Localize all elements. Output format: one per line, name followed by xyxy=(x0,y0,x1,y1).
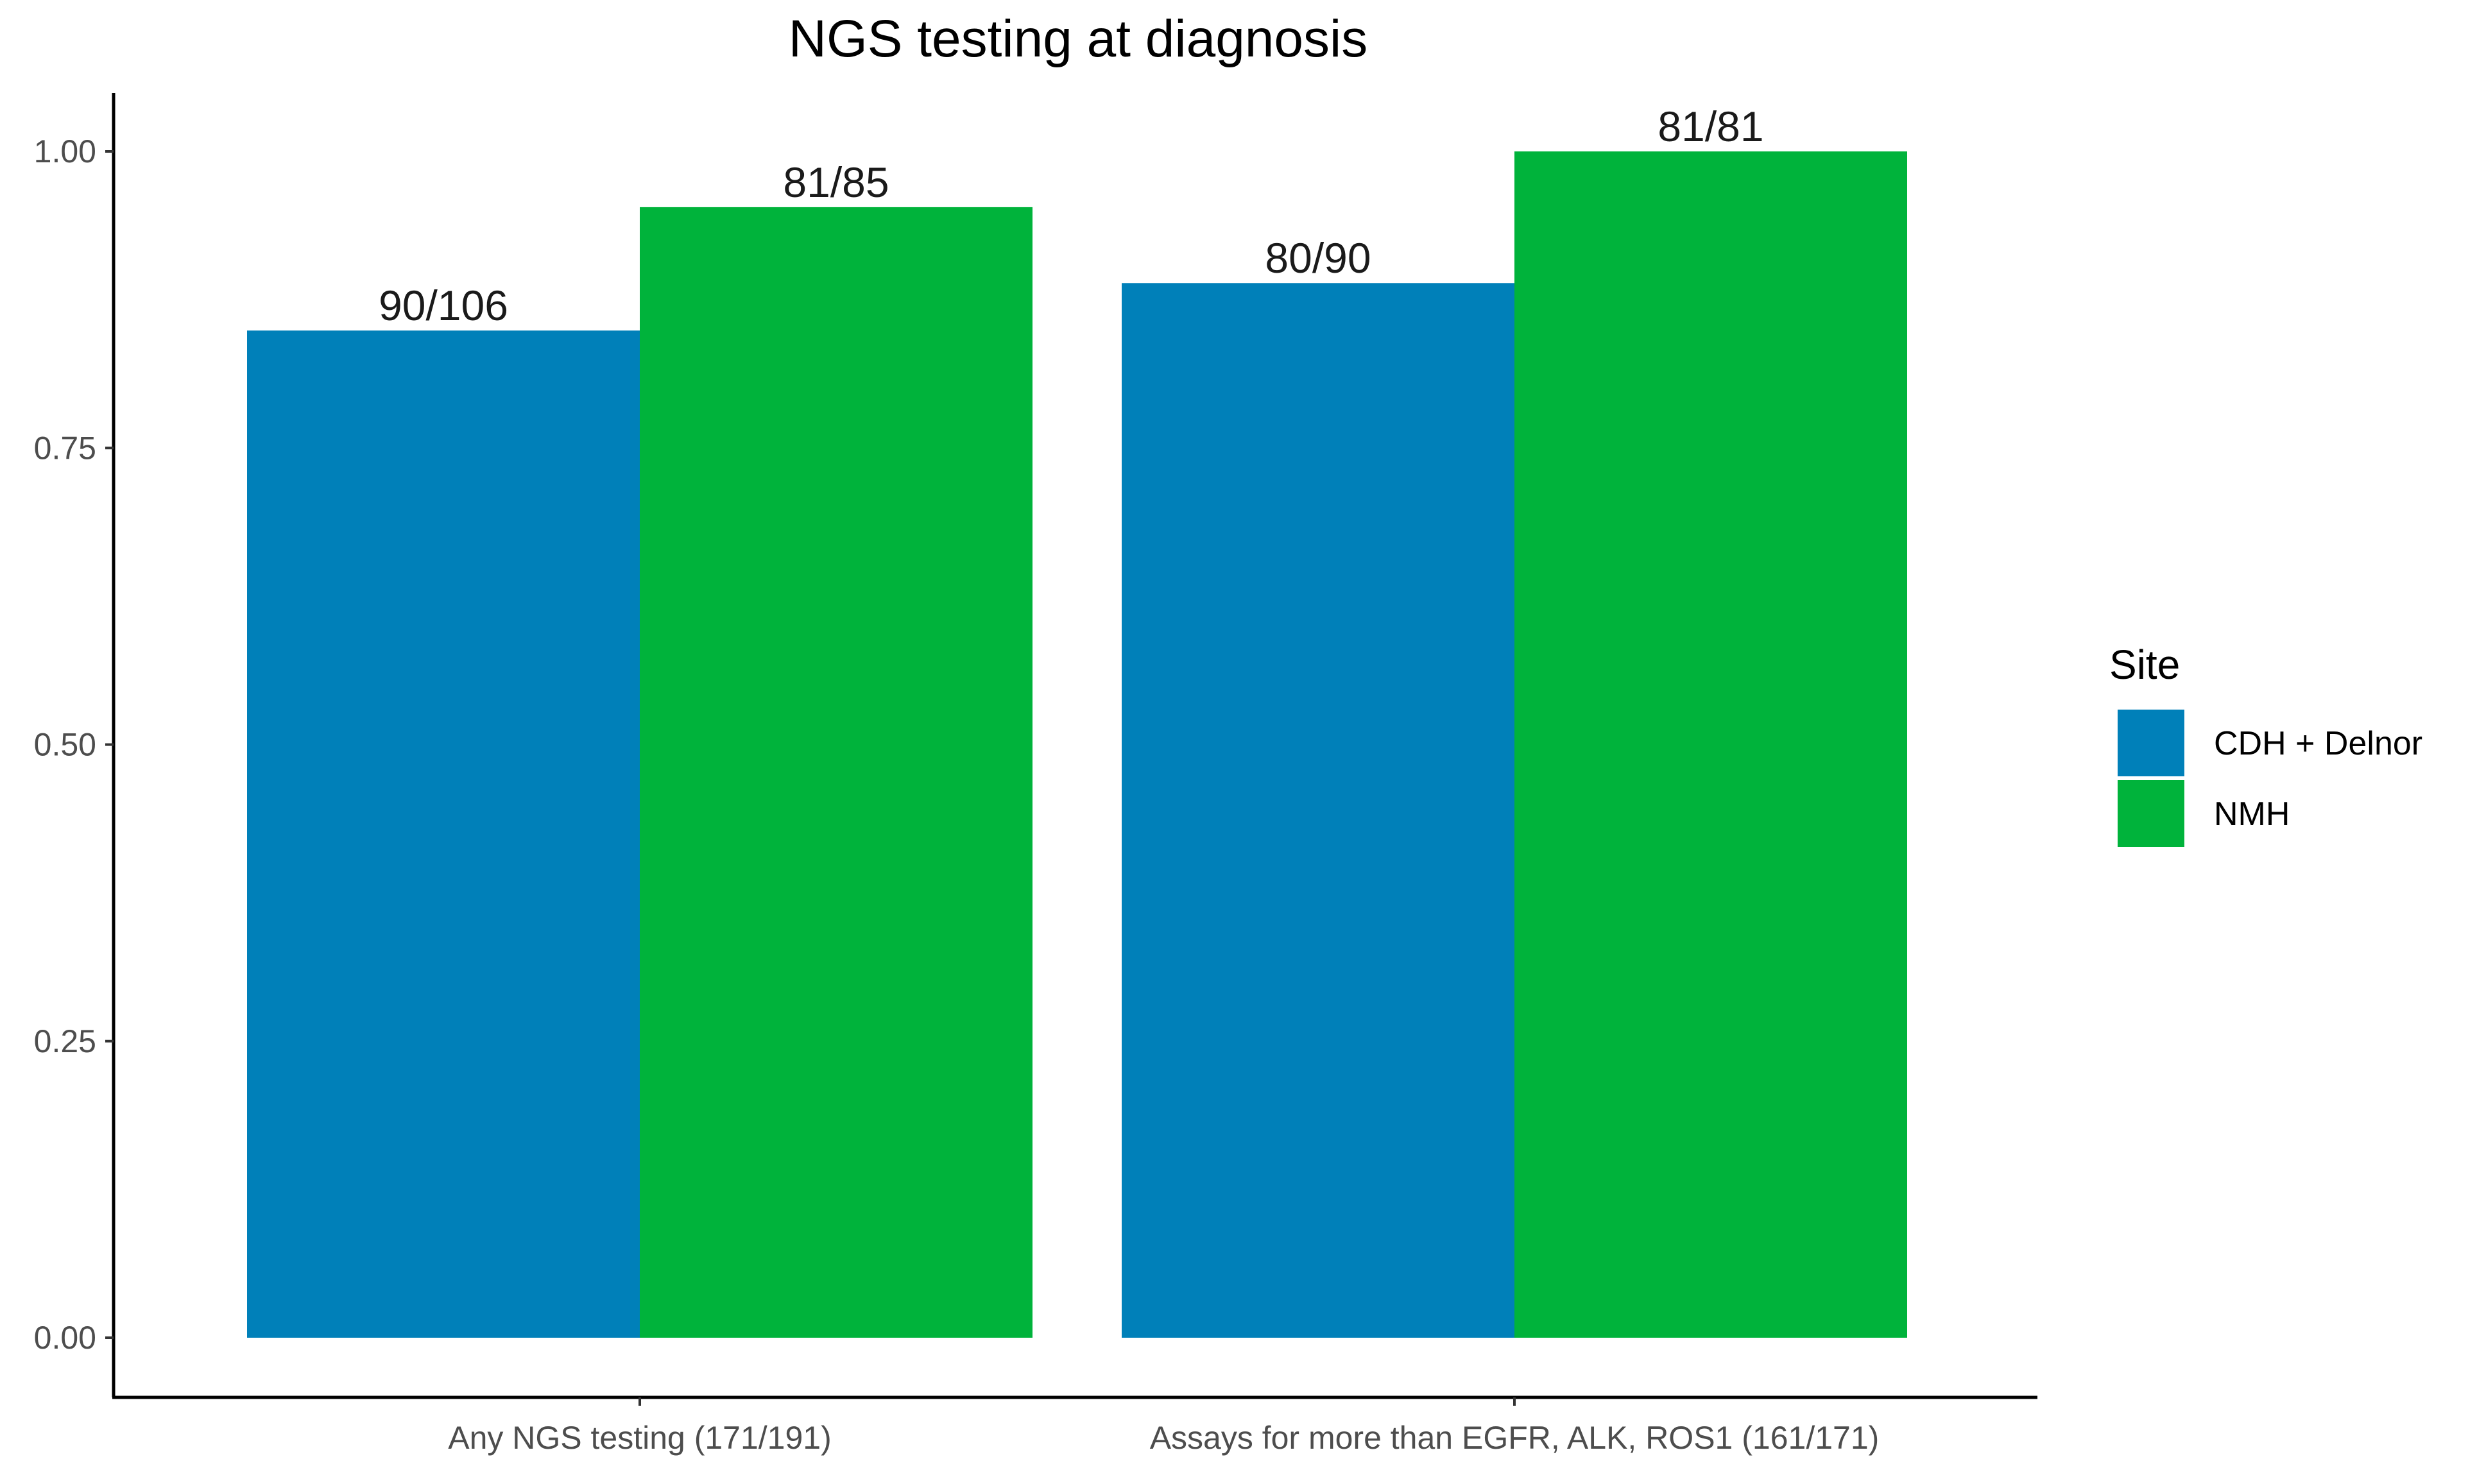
legend-key-0 xyxy=(2118,710,2184,776)
y-tick-label: 0.00 xyxy=(34,1320,96,1356)
legend-label: NMH xyxy=(2214,796,2290,833)
bars-layer xyxy=(247,151,1907,1338)
bar-data-label: 90/106 xyxy=(379,282,508,329)
bar-data-label: 81/81 xyxy=(1658,103,1763,150)
x-tick-label: Assays for more than EGFR, ALK, ROS1 (16… xyxy=(1150,1420,1880,1456)
legend-items: CDH + Delnor NMH xyxy=(2118,710,2422,847)
y-tick-label: 0.50 xyxy=(34,727,96,763)
bar-0-1 xyxy=(640,207,1033,1338)
legend-title: Site xyxy=(2109,642,2180,688)
y-tick-label: 0.75 xyxy=(34,430,96,466)
bar-1-1 xyxy=(1514,151,1907,1338)
legend: Site CDH + Delnor NMH xyxy=(2109,642,2422,847)
chart-title: NGS testing at diagnosis xyxy=(789,10,1367,68)
y-axis-ticks: 0.00 0.25 0.50 0.75 1.00 xyxy=(34,133,114,1356)
y-tick-label: 1.00 xyxy=(34,133,96,169)
y-tick-label: 0.25 xyxy=(34,1023,96,1059)
bar-1-0 xyxy=(1122,283,1514,1338)
bar-labels-layer: 90/106 81/85 80/90 81/81 xyxy=(379,103,1764,329)
x-tick-label: Any NGS testing (171/191) xyxy=(448,1420,832,1456)
bar-data-label: 80/90 xyxy=(1265,234,1371,282)
bar-0-0 xyxy=(247,330,640,1338)
bar-data-label: 81/85 xyxy=(783,158,889,206)
legend-label: CDH + Delnor xyxy=(2214,725,2422,762)
x-axis-ticks: Any NGS testing (171/191) Assays for more… xyxy=(448,1397,1879,1456)
legend-key-1 xyxy=(2118,780,2184,847)
